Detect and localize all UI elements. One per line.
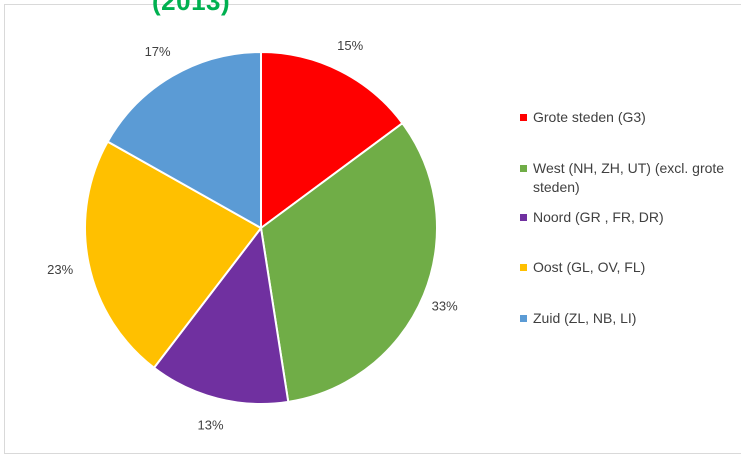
legend-label: Zuid (ZL, NB, LI) (533, 310, 637, 326)
pie-data-label: 15% (337, 38, 363, 53)
legend-swatch (520, 114, 527, 121)
pie-labels: 15% 33% 13% 23% 17% (47, 38, 458, 433)
legend-swatch (520, 315, 527, 322)
pie-slice (259, 121, 438, 404)
legend-item-west: West (NH, ZH, UT) (excl. grote steden) (520, 159, 733, 197)
pie-data-label: 13% (197, 418, 223, 433)
pie-data-label: 17% (145, 44, 171, 59)
legend-swatch (520, 165, 527, 172)
legend-item-zuid: Zuid (ZL, NB, LI) (520, 309, 733, 328)
pie-data-label: 23% (47, 262, 73, 277)
pie-slice (84, 140, 263, 370)
legend-item-noord: Noord (GR , FR, DR) (520, 208, 733, 227)
pie-slice (152, 225, 290, 405)
legend-item-grote-steden: Grote steden (G3) (520, 108, 733, 127)
pie-data-label: 33% (432, 299, 458, 314)
pie-slice (260, 50, 404, 230)
pie-slices (84, 50, 438, 405)
legend-swatch (520, 264, 527, 271)
legend-item-oost: Oost (GL, OV, FL) (520, 258, 733, 277)
legend-label: Oost (GL, OV, FL) (533, 259, 646, 275)
legend-label: West (NH, ZH, UT) (excl. grote steden) (533, 160, 725, 195)
pie-slice (106, 50, 262, 230)
legend-label: Grote steden (G3) (533, 109, 646, 125)
legend-swatch (520, 214, 527, 221)
chart-title-fragment: (2013) (152, 0, 231, 16)
legend-label: Noord (GR , FR, DR) (533, 209, 664, 225)
